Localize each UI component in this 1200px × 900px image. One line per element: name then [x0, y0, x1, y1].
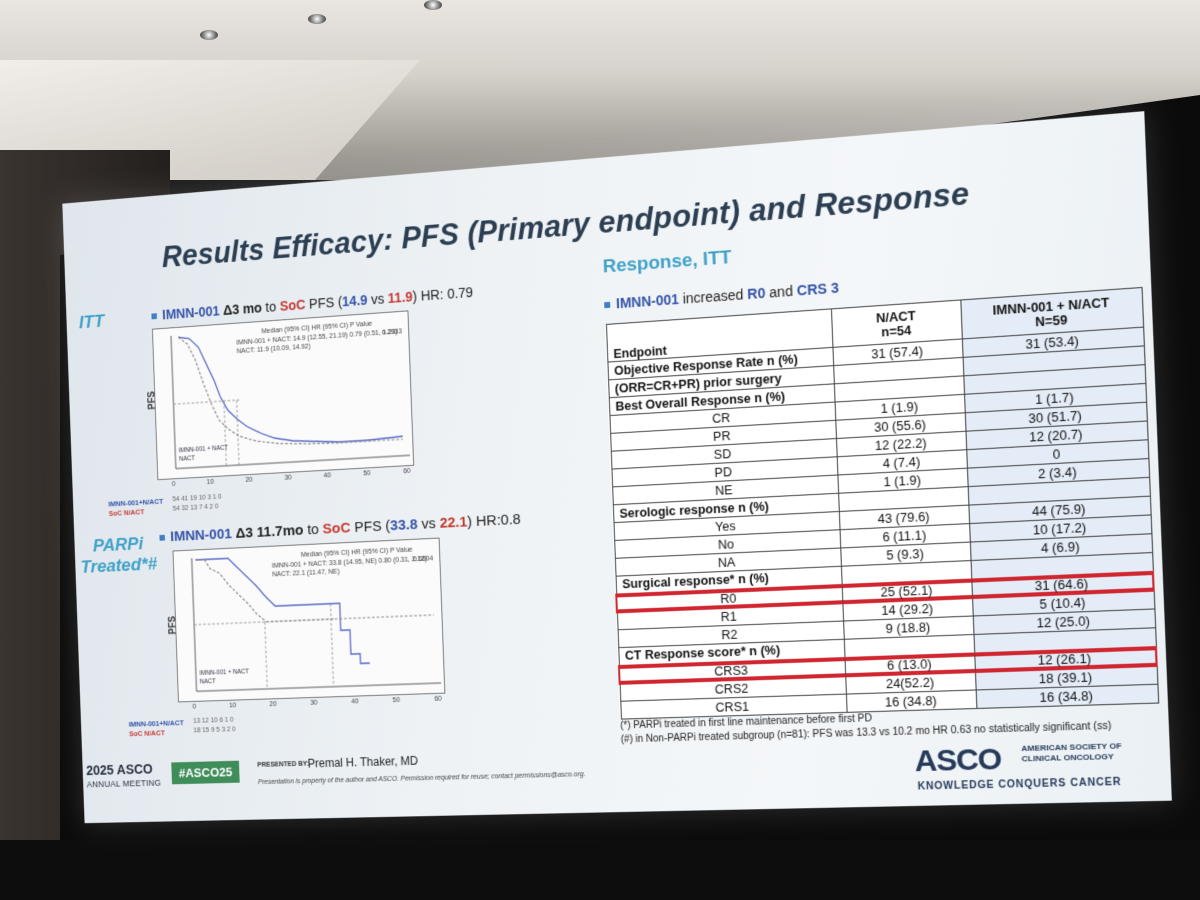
drug-name: IMNN-001 — [161, 302, 220, 323]
floor — [0, 840, 1200, 900]
delta: Δ3 11.7mo — [235, 522, 304, 542]
to-text: to — [306, 521, 320, 539]
xtick: 40 — [323, 472, 332, 480]
presenter-name: Premal H. Thaker, MD — [307, 753, 419, 771]
meeting-logo-year: 2025 ASCO — [85, 761, 153, 778]
drug-name: IMNN-001 — [615, 290, 680, 312]
xtick: 10 — [229, 702, 237, 710]
and-text: and — [765, 282, 798, 301]
bullet-square-icon — [151, 313, 157, 320]
parpi-label-line2: Treated*# — [80, 554, 158, 578]
xtick: 50 — [363, 470, 371, 478]
xtick: 60 — [434, 695, 442, 703]
vs-text: vs — [421, 515, 436, 533]
asco-society-name: AMERICAN SOCIETY OF CLINICAL ONCOLOGY — [1021, 741, 1122, 764]
xtick: 40 — [351, 698, 359, 706]
slide-title: Results Efficacy: PFS (Primary endpoint)… — [161, 175, 970, 274]
delta: Δ3 mo — [222, 299, 263, 318]
xtick: 0 — [171, 481, 176, 488]
xtick: 20 — [269, 701, 277, 709]
society-line-2: CLINICAL ONCOLOGY — [1021, 751, 1114, 764]
pfs-value-a: 33.8 — [389, 516, 418, 535]
xtick: 20 — [245, 476, 253, 484]
response-bullet: IMNN-001 increased R0 and CRS 3 — [604, 279, 839, 312]
header-nact-l2: n=54 — [881, 322, 912, 340]
pfs-open: PFS ( — [308, 293, 343, 312]
parpi-y-axis-label: PFS — [167, 615, 179, 635]
ceiling-light-3 — [424, 0, 442, 10]
response-title: Response, ITT — [602, 246, 732, 278]
r0-text: R0 — [747, 284, 766, 303]
parpi-label-line1: PARPi — [92, 534, 144, 557]
itt-label: ITT — [78, 311, 105, 334]
parpi-risk-label-b: SoC N/ACT — [129, 728, 165, 739]
parpi-legend-a: IMNN-001 + NACT — [199, 668, 250, 677]
xtick: 30 — [284, 474, 292, 482]
property-notice: Presentation is property of the author a… — [257, 771, 586, 787]
pfs-value-b: 11.9 — [387, 288, 413, 306]
pfs-value-b: 22.1 — [439, 513, 468, 532]
parpi-legend-b: NACT — [199, 678, 216, 686]
ceiling-light-1 — [200, 30, 218, 40]
parpi-pvalue: 0.6604 — [412, 555, 434, 564]
hr-text: ) HR: 0.79 — [412, 284, 474, 305]
xtick: 60 — [403, 467, 411, 476]
header-imnn-l2: N=59 — [1034, 312, 1068, 329]
parpi-risk-row-b: 18 15 9 5 3 2 0 — [193, 726, 236, 735]
parpi-bullet: IMNN-001 Δ3 11.7mo to SoC PFS (33.8 vs 2… — [159, 511, 521, 546]
hashtag-badge: #ASCO25 — [171, 760, 240, 785]
presented-by-label: PRESENTED BY: — [257, 760, 310, 769]
xtick: 30 — [310, 699, 318, 707]
itt-legend: IMNN-001 + NACT NACT — [179, 444, 229, 464]
asco-logo: ASCO — [913, 742, 1002, 779]
crs-text: CRS 3 — [796, 279, 840, 299]
parpi-label: PARPi Treated*# — [80, 533, 158, 578]
response-table: Endpoint N/ACT n=54 IMNN-001 + N/ACT N=5… — [605, 286, 1160, 720]
itt-risk-label-b: SoC N/ACT — [108, 507, 145, 518]
hr-text: ) HR:0.8 — [466, 510, 522, 531]
parpi-legend: IMNN-001 + NACT NACT — [199, 668, 249, 687]
parpi-risk-row-a: 13 12 10 6 1 0 — [193, 716, 234, 725]
bullet-square-icon — [159, 534, 165, 541]
xtick: 0 — [192, 703, 197, 711]
drug-name: IMNN-001 — [169, 525, 233, 545]
meeting-logo-annual: ANNUAL MEETING — [86, 777, 162, 790]
xtick: 10 — [206, 478, 214, 486]
pfs-value-a: 14.9 — [341, 291, 368, 310]
increased-text: increased — [678, 286, 748, 307]
bullet-square-icon — [604, 302, 611, 309]
itt-risk-label-a: IMNN-001+N/ACT — [108, 496, 164, 509]
itt-risk-row-a: 54 41 19 10 3 1 0 — [172, 493, 222, 504]
itt-pvalue: 0.2933 — [381, 328, 403, 337]
ceiling-light-2 — [308, 14, 326, 24]
row-value-nact: 16 (34.8) — [845, 689, 977, 713]
itt-y-axis-label: PFS — [147, 390, 158, 410]
vs-text: vs — [370, 290, 385, 308]
soc: SoC — [279, 296, 306, 314]
table-body: Objective Response Rate n (%) 31 (57.4) 31… — [607, 327, 1159, 720]
xtick: 50 — [392, 697, 401, 705]
soc: SoC — [322, 519, 351, 538]
pfs-open: PFS ( — [354, 517, 391, 536]
presentation-slide: Results Efficacy: PFS (Primary endpoint)… — [62, 111, 1172, 824]
parpi-km-plot: Median (95% CI) HR (95% CI) P Value IMNN… — [172, 537, 446, 703]
itt-km-plot: Median (95% CI) HR (95% CI) P Value IMNN… — [151, 310, 415, 481]
parpi-risk-label-a: IMNN-001+N/ACT — [128, 718, 184, 729]
to-text: to — [265, 298, 277, 315]
itt-risk-row-b: 54 32 13 7 4 2 0 — [172, 503, 219, 513]
asco-tagline: KNOWLEDGE CONQUERS CANCER — [917, 776, 1122, 793]
